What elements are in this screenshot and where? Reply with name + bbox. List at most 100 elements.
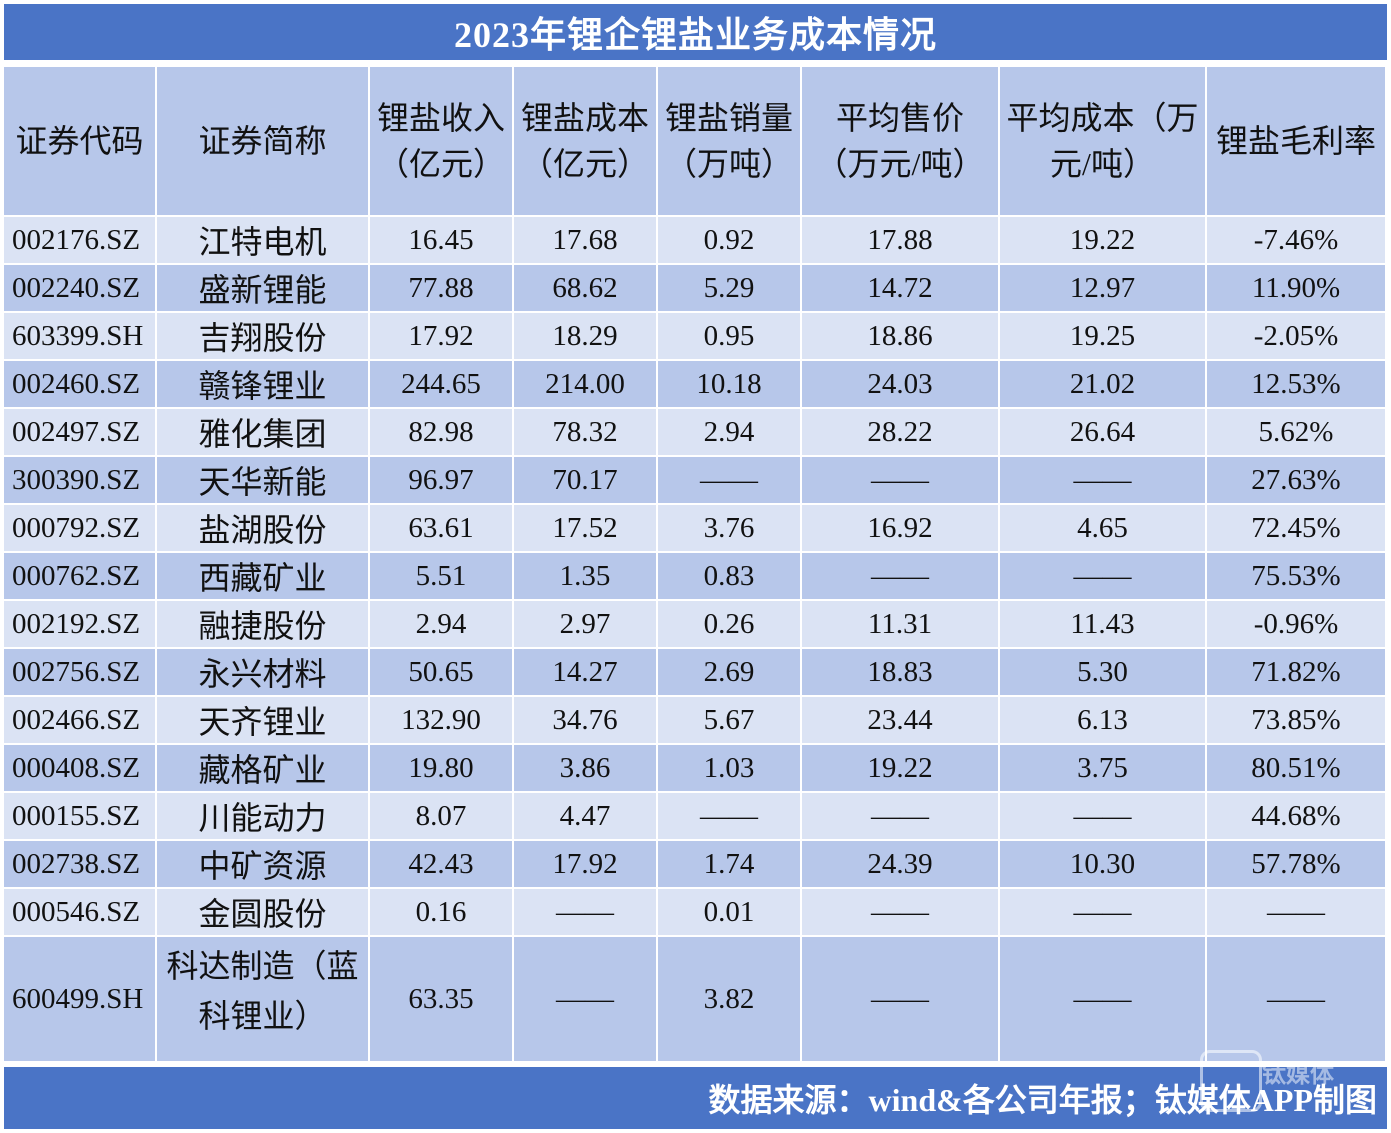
cell-margin: -7.46% [1207,217,1387,265]
cell-cost: 78.32 [514,409,658,457]
cell-revenue: 82.98 [370,409,514,457]
cell-name: 雅化集团 [157,409,370,457]
table-row: 300390.SZ 天华新能 96.97 70.17 —— —— —— 27.63% [4,457,1387,505]
cell-margin: 80.51% [1207,745,1387,793]
cell-cost: 68.62 [514,265,658,313]
cell-margin: 57.78% [1207,841,1387,889]
cell-cost: 2.97 [514,601,658,649]
cell-volume: 0.95 [658,313,802,361]
table-row: 000762.SZ 西藏矿业 5.51 1.35 0.83 —— —— 75.53% [4,553,1387,601]
cell-cost: 70.17 [514,457,658,505]
cell-cost: 3.86 [514,745,658,793]
table-row: 002738.SZ 中矿资源 42.43 17.92 1.74 24.39 10.30 57.… [4,841,1387,889]
cell-cost: 18.29 [514,313,658,361]
cell-code: 002756.SZ [4,649,157,697]
table-title: 2023年锂企锂盐业务成本情况 [4,4,1387,60]
cell-avg-cost: 26.64 [1000,409,1207,457]
cell-cost: 17.52 [514,505,658,553]
cell-name: 赣锋锂业 [157,361,370,409]
cell-name: 融捷股份 [157,601,370,649]
cell-name: 中矿资源 [157,841,370,889]
cell-code: 002460.SZ [4,361,157,409]
cell-margin: 44.68% [1207,793,1387,841]
cell-avg-price: 18.83 [802,649,1000,697]
cell-avg-cost: —— [1000,457,1207,505]
cell-avg-price: —— [802,793,1000,841]
header-avg-cost: 平均成本（万元/吨） [1000,67,1207,217]
header-code: 证券代码 [4,67,157,217]
cell-volume: 0.83 [658,553,802,601]
cell-volume: 0.92 [658,217,802,265]
cell-volume: —— [658,793,802,841]
cell-avg-price: —— [802,553,1000,601]
cell-volume: 0.26 [658,601,802,649]
cell-avg-cost: 21.02 [1000,361,1207,409]
cell-avg-price: 24.39 [802,841,1000,889]
cell-code: 000762.SZ [4,553,157,601]
table-row: 600499.SH 科达制造（蓝科锂业） 63.35 —— 3.82 —— —— —— [4,937,1387,1063]
cell-avg-cost: 19.25 [1000,313,1207,361]
cell-cost: 214.00 [514,361,658,409]
cell-volume: 3.76 [658,505,802,553]
header-row: 证券代码 证券简称 锂盐收入（亿元） 锂盐成本（亿元） 锂盐销量（万吨） 平均售… [4,67,1387,217]
table-row: 002240.SZ 盛新锂能 77.88 68.62 5.29 14.72 12.97 11.… [4,265,1387,313]
cell-margin: —— [1207,937,1387,1063]
table-row: 000408.SZ 藏格矿业 19.80 3.86 1.03 19.22 3.75 80.51… [4,745,1387,793]
cell-cost: —— [514,889,658,937]
cell-revenue: 0.16 [370,889,514,937]
cell-volume: 1.03 [658,745,802,793]
cell-avg-price: 11.31 [802,601,1000,649]
cell-name: 西藏矿业 [157,553,370,601]
cell-cost: 4.47 [514,793,658,841]
cell-volume: 5.67 [658,697,802,745]
cell-name: 川能动力 [157,793,370,841]
cell-margin: 72.45% [1207,505,1387,553]
header-revenue: 锂盐收入（亿元） [370,67,514,217]
cell-avg-price: 28.22 [802,409,1000,457]
cell-avg-price: 16.92 [802,505,1000,553]
cell-avg-cost: 12.97 [1000,265,1207,313]
cell-code: 000792.SZ [4,505,157,553]
cell-volume: 2.94 [658,409,802,457]
cell-margin: 5.62% [1207,409,1387,457]
cell-avg-cost: —— [1000,937,1207,1063]
cell-revenue: 132.90 [370,697,514,745]
cell-code: 600499.SH [4,937,157,1063]
watermark-text: 钛媒体 [1262,1062,1334,1088]
table-row: 002466.SZ 天齐锂业 132.90 34.76 5.67 23.44 6.13 73.… [4,697,1387,745]
cell-code: 002497.SZ [4,409,157,457]
cell-name: 盛新锂能 [157,265,370,313]
cell-code: 002738.SZ [4,841,157,889]
cell-cost: 17.92 [514,841,658,889]
source-footer: 数据来源：wind&各公司年报；钛媒体APP制图 [4,1067,1387,1129]
cell-volume: 0.01 [658,889,802,937]
cell-margin: 71.82% [1207,649,1387,697]
cell-avg-cost: —— [1000,553,1207,601]
cell-name: 江特电机 [157,217,370,265]
cell-avg-price: —— [802,937,1000,1063]
table-row: 002497.SZ 雅化集团 82.98 78.32 2.94 28.22 26.64 5.6… [4,409,1387,457]
lithium-cost-table: 证券代码 证券简称 锂盐收入（亿元） 锂盐成本（亿元） 锂盐销量（万吨） 平均售… [4,67,1387,1063]
cell-code: 000408.SZ [4,745,157,793]
cell-avg-price: —— [802,457,1000,505]
cell-volume: 1.74 [658,841,802,889]
cell-volume: 10.18 [658,361,802,409]
header-margin: 锂盐毛利率 [1207,67,1387,217]
cell-margin: -2.05% [1207,313,1387,361]
cell-cost: 14.27 [514,649,658,697]
cell-name: 金圆股份 [157,889,370,937]
cell-volume: 5.29 [658,265,802,313]
cell-margin: 73.85% [1207,697,1387,745]
cell-margin: 75.53% [1207,553,1387,601]
cell-avg-price: 19.22 [802,745,1000,793]
cell-code: 300390.SZ [4,457,157,505]
table-row: 002192.SZ 融捷股份 2.94 2.97 0.26 11.31 11.43 -0.96… [4,601,1387,649]
cell-avg-cost: 4.65 [1000,505,1207,553]
cell-margin: -0.96% [1207,601,1387,649]
cell-avg-price: 14.72 [802,265,1000,313]
cell-revenue: 17.92 [370,313,514,361]
cell-margin: 27.63% [1207,457,1387,505]
cell-revenue: 19.80 [370,745,514,793]
cell-revenue: 63.61 [370,505,514,553]
header-cost: 锂盐成本（亿元） [514,67,658,217]
